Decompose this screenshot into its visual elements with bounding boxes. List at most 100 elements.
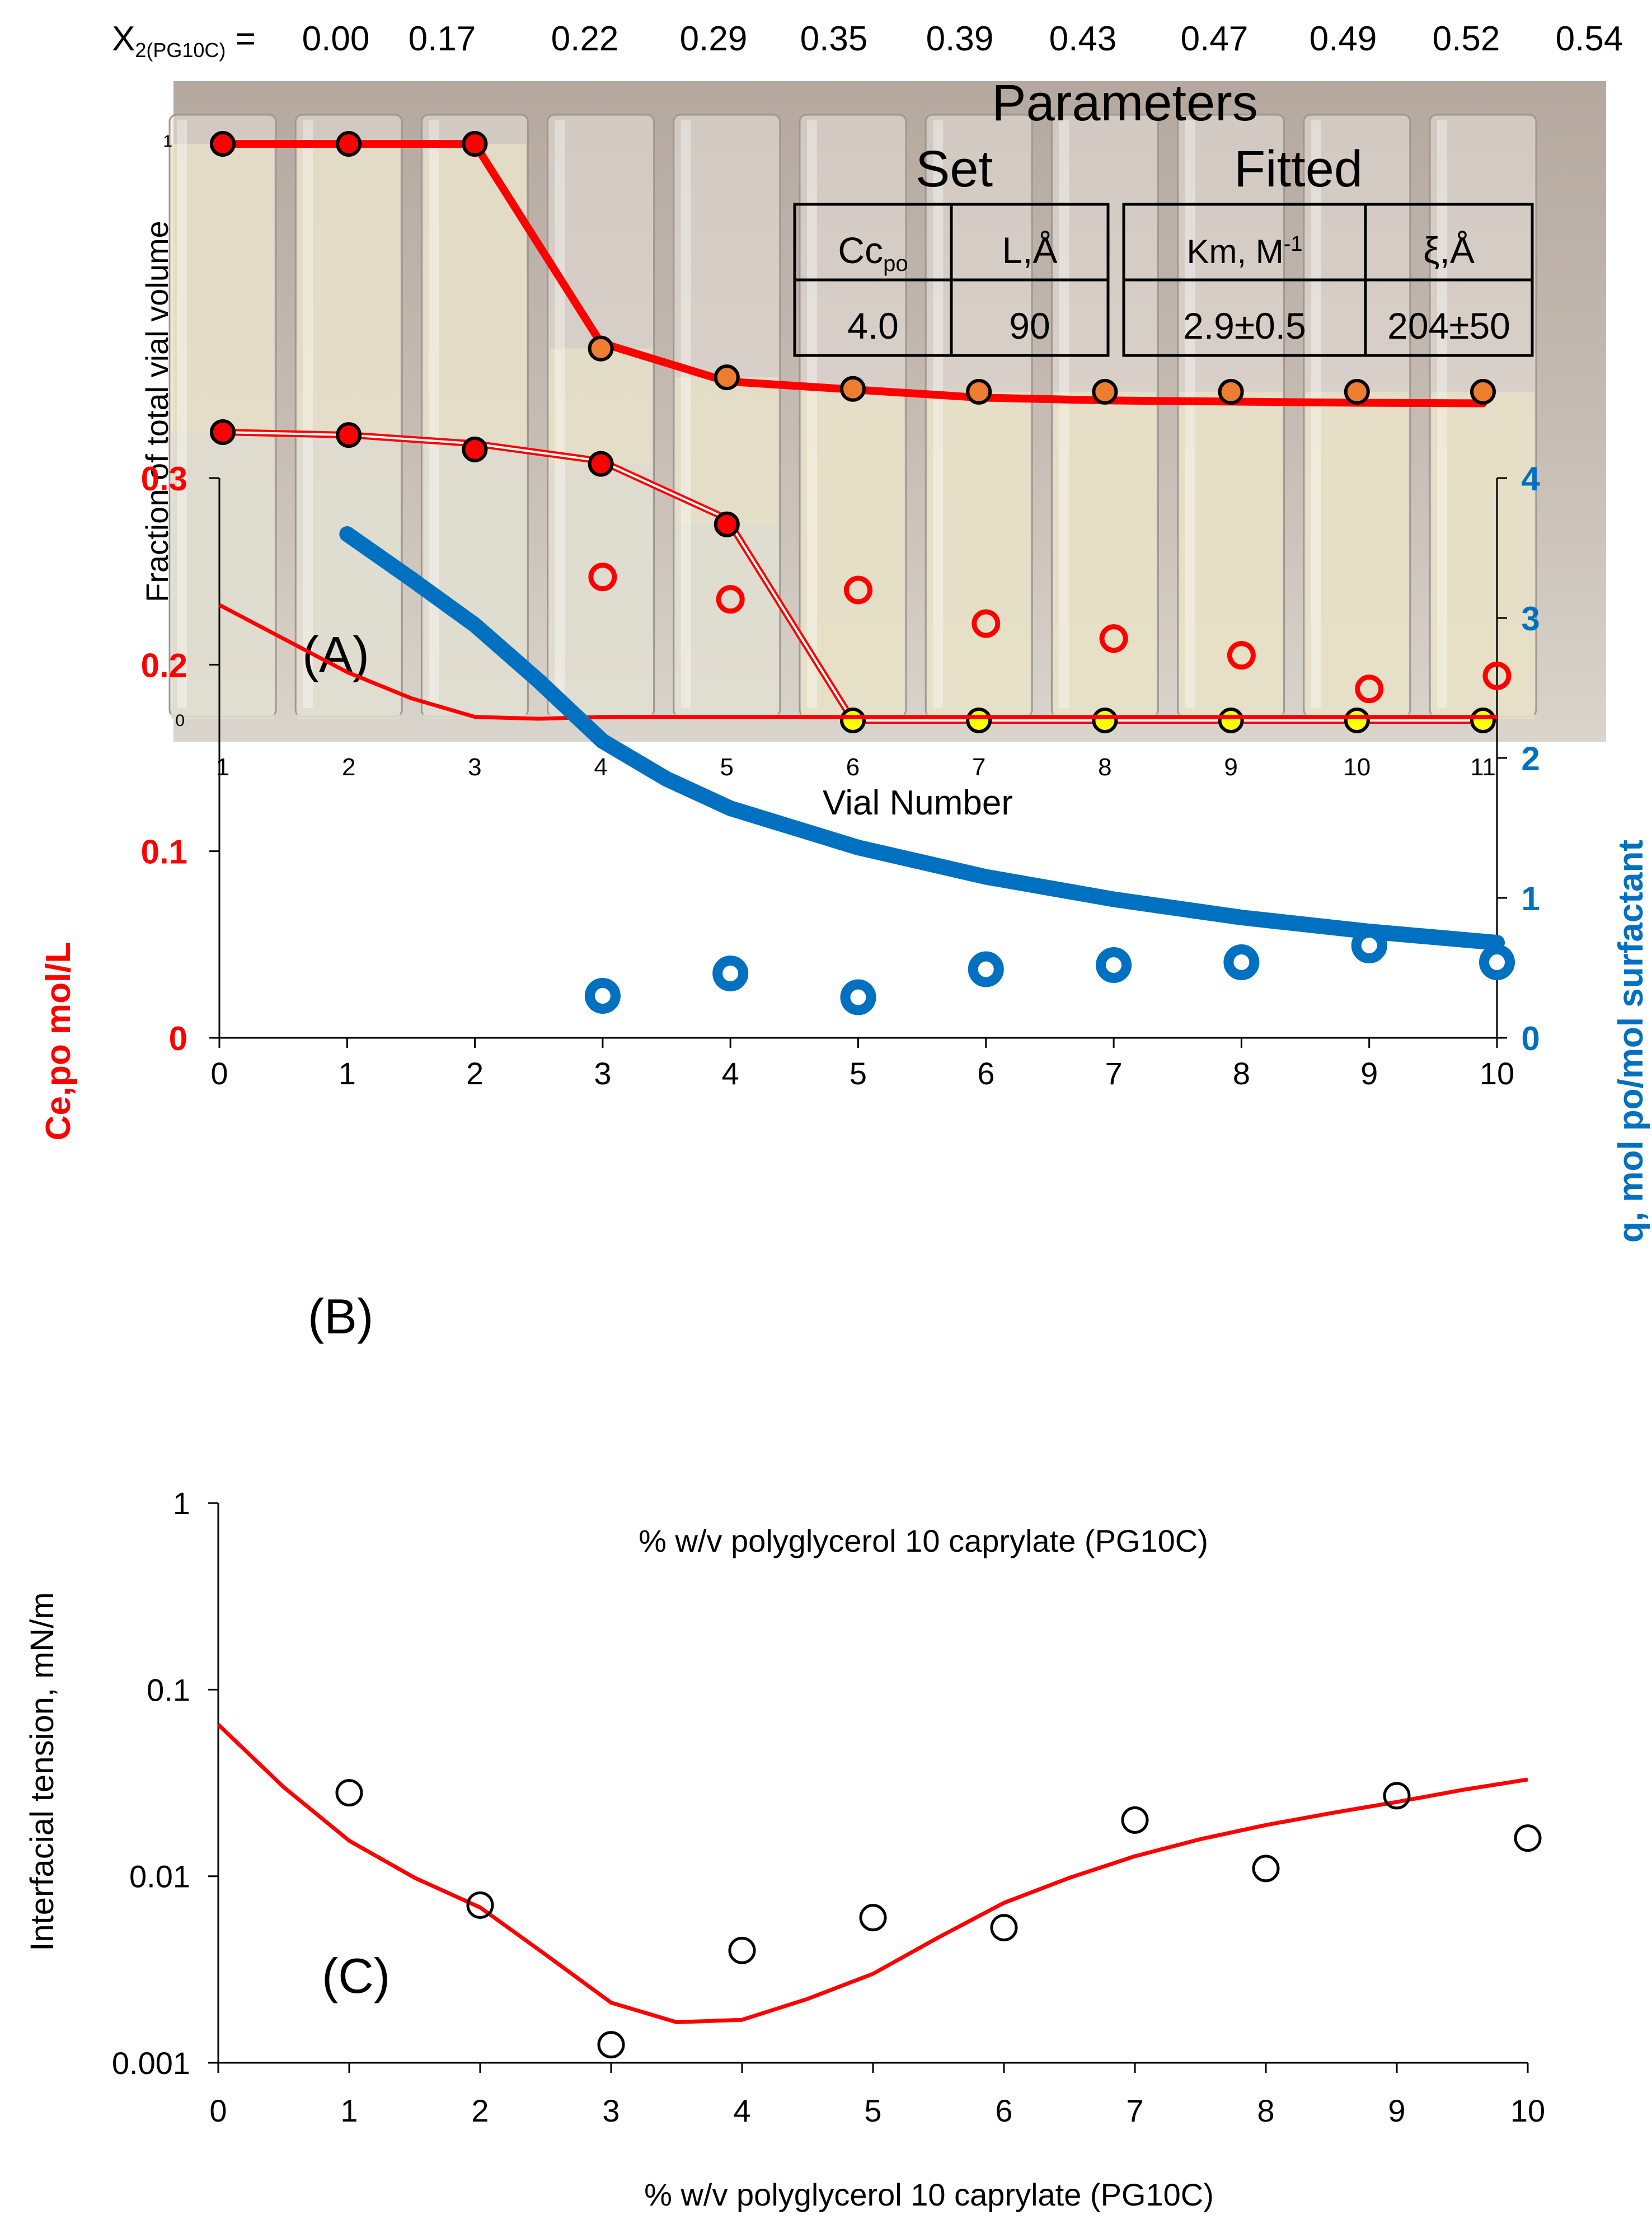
panel-a-x-ticks: 1 2 3 4 5 6 7 8 9 10 11 — [216, 753, 1496, 781]
upper-point — [1092, 378, 1118, 405]
lower-point — [462, 436, 488, 462]
q-point — [1351, 928, 1387, 963]
panel-c-xtick: 6 — [995, 2093, 1012, 2128]
panel-a-ytick-1: 1 — [163, 132, 172, 151]
upper-point — [210, 131, 236, 157]
vial-highlight — [303, 120, 313, 708]
ce-point — [1099, 624, 1128, 653]
panel-c-xtick: 9 — [1388, 2093, 1405, 2128]
lower-point — [966, 708, 992, 733]
ift-point — [859, 1904, 887, 1932]
vial-highlight — [177, 120, 187, 708]
panel-b-xtick: 4 — [722, 1056, 739, 1091]
lower-point — [588, 451, 614, 477]
vial-middle-phase — [549, 348, 653, 464]
panel-c-xtick: 7 — [1126, 2093, 1143, 2128]
panel-c-xtick: 3 — [602, 2093, 620, 2128]
vial-highlight — [429, 120, 439, 708]
ce-fit-line — [218, 603, 1497, 721]
panel-a-xtick: 8 — [1098, 753, 1111, 781]
panel-b-ytick-left: 0.1 — [141, 834, 187, 871]
panel-c-xtick: 8 — [1257, 2093, 1274, 2128]
value-xi: 204±50 — [1387, 305, 1510, 347]
panel-a-xtick: 7 — [972, 753, 985, 781]
parameters-table: Parameters Set Fitted Ccpo L,Å Km, M-1 ξ… — [793, 74, 1534, 357]
vial-highlight — [807, 120, 817, 708]
vial — [1303, 114, 1411, 719]
panel-b-ytick-right: 1 — [1521, 880, 1540, 917]
ce-point — [844, 575, 872, 605]
panel-c-ytick: 0.001 — [112, 2045, 190, 2081]
header-cc: Ccpo — [838, 230, 908, 276]
upper-point — [336, 131, 362, 157]
vial-single-phase — [927, 391, 1031, 719]
panel-b-ylabel-right: q, mol po/mol surfactant — [1612, 840, 1650, 1243]
panel-a-xtick: 11 — [1470, 753, 1496, 781]
q-point — [1223, 944, 1260, 980]
vial-single-phase — [1053, 391, 1157, 719]
panel-c-xtick: 10 — [1510, 2093, 1545, 2128]
panel-c-xlabel: % w/v polyglycerol 10 caprylate (PG10C) — [644, 2177, 1214, 2212]
ce-point — [716, 585, 745, 614]
x2-row: X2(PG10C) = 0.00 0.17 0.22 0.29 0.35 0.39 0.43… — [112, 20, 1623, 62]
x2-value: 0.43 — [1049, 20, 1117, 58]
value-l: 90 — [1009, 305, 1050, 347]
vial-single-phase — [1305, 391, 1409, 719]
panel-a-ytick-0: 0 — [175, 711, 185, 730]
ce-point — [1355, 675, 1384, 704]
panel-a-xtick: 3 — [468, 753, 481, 781]
vial-highlight — [1437, 120, 1447, 708]
vial-highlight — [1311, 120, 1321, 708]
ift-point — [466, 1891, 494, 1919]
ift-point — [1383, 1782, 1411, 1810]
header-km: Km, M-1 — [1186, 232, 1302, 270]
value-km: 2.9±0.5 — [1183, 305, 1306, 347]
panel-a-xtick: 2 — [342, 753, 355, 781]
panel-c-xtick: 2 — [471, 2093, 489, 2128]
vial — [1429, 114, 1537, 719]
panel-b-ylabel-left: Ce,po mol/L — [39, 942, 78, 1141]
panel-a-xtick: 5 — [720, 753, 734, 781]
vial-highlight — [933, 120, 944, 708]
ift-point — [728, 1936, 756, 1964]
panel-b-xtick: 0 — [210, 1056, 228, 1091]
fitted-label: Fitted — [1234, 141, 1363, 198]
x2-value: 0.52 — [1433, 20, 1500, 58]
ift-point — [1514, 1824, 1542, 1852]
vial-single-phase — [1432, 391, 1534, 719]
panel-b-xlabel: % w/v polyglycerol 10 caprylate (PG10C) — [639, 1523, 1208, 1558]
ift-point — [1121, 1806, 1149, 1834]
header-l: L,Å — [1002, 230, 1057, 271]
upper-point — [840, 376, 866, 402]
x2-value: 0.17 — [409, 20, 476, 58]
panel-b-label: (B) — [308, 1289, 373, 1344]
panel-b-xtick: 10 — [1480, 1056, 1514, 1091]
q-fit-line — [339, 526, 1505, 951]
panel-b-ytick-right: 0 — [1521, 1020, 1540, 1057]
vial-highlight — [680, 120, 691, 708]
panel-c-ylabel: Interfacial tension, mN/m — [24, 1592, 60, 1951]
panel-b-xtick: 8 — [1233, 1056, 1250, 1091]
upper-point — [966, 378, 992, 405]
panel-b-ytick-left: 0.2 — [141, 647, 187, 684]
vial-middle-phase — [297, 144, 401, 436]
panel-a: (A) 1 0 1 2 3 4 5 6 7 8 9 10 11 Vial Number Fracti… — [139, 74, 1606, 822]
ift-fit-line — [217, 1723, 1528, 2024]
vial-lower-phase — [171, 432, 274, 719]
panel-b-ytick-right: 3 — [1521, 600, 1540, 638]
ift-point — [335, 1779, 363, 1807]
panel-b-series — [218, 526, 1515, 1015]
x2-label: X2(PG10C) = — [112, 20, 256, 62]
panel-b-xtick: 1 — [339, 1056, 356, 1091]
upper-point — [462, 131, 488, 157]
upper-point — [1344, 378, 1370, 405]
panel-b-xtick: 2 — [466, 1056, 484, 1091]
panel-c-ytick: 0.01 — [129, 1859, 190, 1894]
q-point — [584, 978, 621, 1014]
x2-value: 0.39 — [926, 20, 994, 58]
panel-c-xtick: 5 — [864, 2093, 881, 2128]
panel-c-xtick: 4 — [733, 2093, 750, 2128]
